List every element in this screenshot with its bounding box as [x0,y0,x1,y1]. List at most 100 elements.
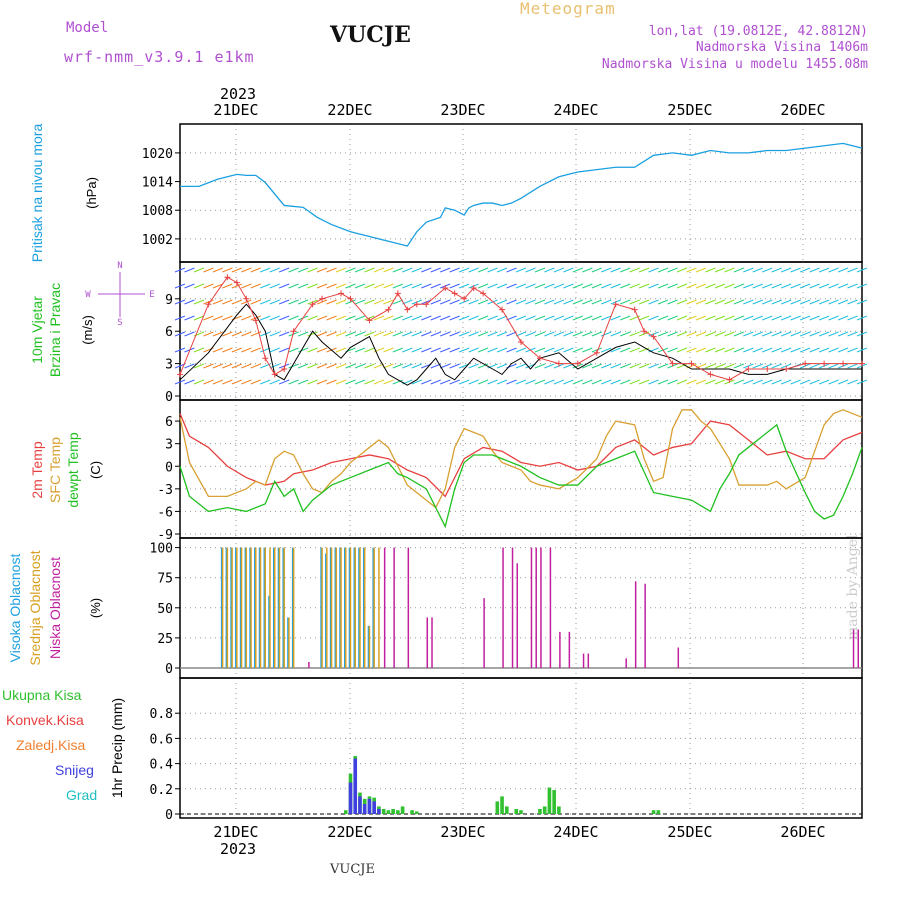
wind-gust-marker [764,366,771,372]
wind-arrow [250,379,261,385]
total-precip-bar [396,810,400,814]
wind-arrow [440,363,451,369]
pressure-axis-title: Pritisak na nivou mora [29,124,45,263]
wind-arrow [856,379,868,385]
wind-arrow [335,267,347,273]
wind-arrow [553,379,565,385]
wind-arrow [458,267,470,273]
wind-arrow [383,363,394,369]
wind-arrow [582,283,593,289]
wind-compass-legend: N W E S [85,261,154,328]
wind-arrow [629,331,640,337]
wind-arrow [790,347,801,353]
wind-arrow [837,299,849,305]
y-tick-label: 6 [165,415,173,430]
wind-arrow [610,283,621,289]
y-tick-label: 3 [165,358,173,373]
wind-arrow [421,331,432,337]
wind-gust-marker [262,355,269,362]
wind-arrow [705,315,716,321]
wind-arrow [799,347,811,353]
wind-arrow [743,267,754,273]
wind-arrow [477,283,489,289]
total-precip-bar [500,796,504,814]
wind-arrow [771,363,782,369]
wind-gust-marker [821,360,828,367]
wind-arrow [487,283,498,289]
precip-axis-title: 1hr Precip (mm) [109,698,125,798]
y-tick-label: 0.8 [150,707,173,722]
wind-arrow [421,379,432,385]
wind-arrow [714,379,726,385]
wind-arrow [771,331,782,337]
top-date-label: 21DEC [213,101,258,119]
wind-arrow [818,347,830,353]
wind-arrow [534,379,546,385]
wind-arrow [487,347,498,353]
wind-arrow [307,283,318,289]
top-date-label: 24DEC [553,101,598,119]
wind-arrow [648,299,659,305]
wind-arrow [250,299,261,305]
wind-arrow [231,347,243,353]
wind-arrow [752,283,763,289]
wind-gust-marker [726,376,733,383]
wind-arrow [667,331,678,337]
pressure-unit-label: (hPa) [84,177,99,209]
wind-arrow [260,331,271,337]
bottom-year-label: 2023 [220,840,256,858]
wind-arrow [553,347,565,353]
wind-arrow [326,299,337,305]
wind-arrow [316,379,328,385]
wind-arrow [714,347,726,353]
wind-arrow [440,299,451,305]
wind-arrow [212,379,224,385]
wind-arrow [714,363,726,369]
wind-arrow [203,331,214,337]
wind-arrow [601,299,612,305]
pressure-line [180,142,863,247]
wind-arrow [743,315,754,321]
wind-arrow [411,379,422,385]
wind-arrow [468,315,479,321]
wind-arrow [241,379,252,385]
wind-arrow [705,331,716,337]
total-precip-bar [400,806,405,814]
wind-arrow [676,267,688,273]
compass-letter: W [85,290,91,300]
wind-arrow [203,315,214,321]
wind-arrow [174,267,186,273]
wind-gust-marker [205,301,212,308]
wind-arrow [657,379,669,385]
wind-arrow [411,267,422,273]
wind-arrow [297,283,309,289]
wind-arrow [297,347,309,353]
y-tick-label: 0 [165,808,173,823]
wind-arrow [458,347,470,353]
wind-arrow [582,315,593,321]
wind-arrow [449,331,460,337]
wind-arrow [193,315,205,321]
wind-arrow [250,267,261,273]
wind-arrow [620,347,631,353]
wind-arrow [335,299,347,305]
wind-arrow [345,299,356,305]
wind-arrow [809,331,820,337]
wind-arrow [364,379,375,385]
wind-arrow [515,363,527,369]
wind-arrow [629,267,640,273]
wind-arrow [695,379,707,385]
wind-arrow [241,347,252,353]
wind-arrows [174,267,868,385]
wind-arrow [193,363,205,369]
wind-arrow [638,299,650,305]
wind-arrow [714,331,726,337]
wind-arrow [676,363,688,369]
wind-arrow [781,299,792,305]
wind-arrow [676,315,688,321]
wind-arrow [430,267,441,273]
model-name: wrf-nmm_v3.9.1 e1km [64,48,255,66]
wind-arrow [828,379,839,385]
wind-arrow [373,331,385,337]
